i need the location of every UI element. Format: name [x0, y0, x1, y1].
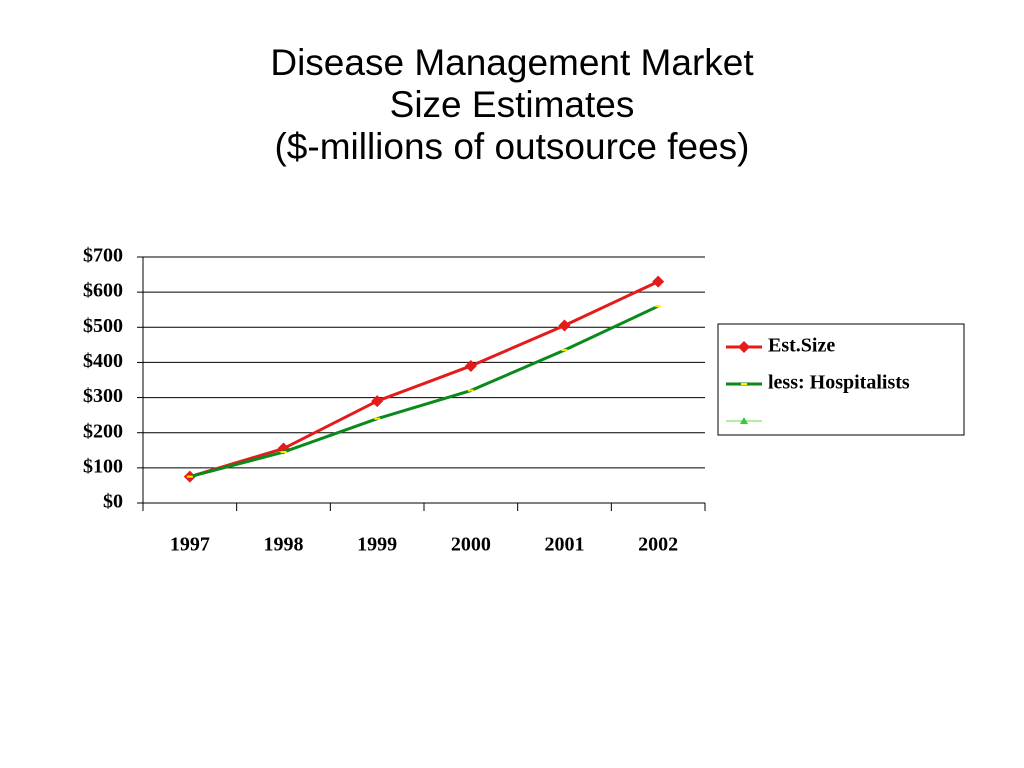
y-tick-label: $300 [83, 385, 123, 407]
point-marker [558, 319, 571, 332]
chart-subtitle: ($-millions of outsource fees) [274, 126, 750, 167]
legend-label: Est.Size [768, 335, 835, 357]
y-tick-label: $100 [83, 455, 123, 477]
y-tick-label: $600 [83, 280, 123, 302]
x-tick-label: 1998 [264, 534, 304, 556]
chart-title: Disease Management Market Size Estimates [270, 42, 754, 125]
x-tick-label: 1997 [170, 534, 210, 556]
series-line [189, 280, 659, 479]
y-tick-label: $700 [83, 245, 123, 267]
y-tick-label: $400 [83, 350, 123, 372]
y-tick-label: $200 [83, 420, 123, 442]
title-block: Disease Management Market Size Estimates… [112, 42, 912, 168]
x-tick-label: 2001 [545, 534, 585, 556]
point-marker [464, 359, 477, 372]
legend-empty-marker [740, 417, 748, 424]
x-tick-label: 1999 [357, 534, 397, 556]
point-marker [371, 395, 384, 408]
x-tick-label: 2000 [451, 534, 491, 556]
legend-label: less: Hospitalists [768, 372, 910, 394]
y-tick-label: $500 [83, 315, 123, 337]
x-tick-label: 2002 [638, 534, 678, 556]
point-marker [738, 341, 750, 353]
series-line [189, 304, 659, 479]
legend-box [717, 323, 965, 436]
point-marker [652, 275, 665, 288]
y-tick-label: $0 [103, 491, 123, 513]
